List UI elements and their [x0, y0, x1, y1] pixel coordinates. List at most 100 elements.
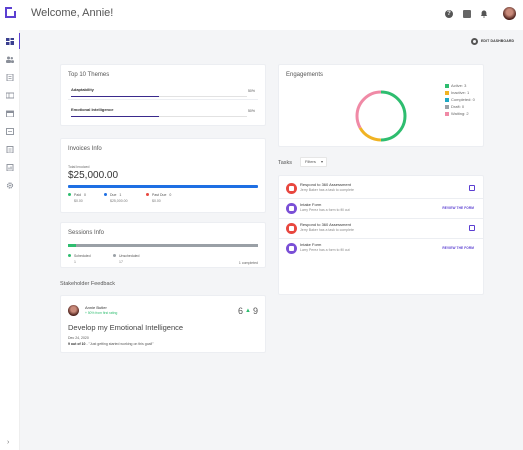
- stat-label: Scheduled: [74, 254, 91, 258]
- list-icon[interactable]: [6, 128, 14, 135]
- donut-segments: [355, 90, 407, 142]
- theme-name: Emotional Intelligence: [71, 107, 114, 112]
- sidebar-expand-button[interactable]: ›: [7, 439, 10, 446]
- stat-label: Unscheduled: [119, 254, 140, 258]
- logo[interactable]: [5, 6, 17, 18]
- feedback-card[interactable]: Annie Butler + 50% from first rating 6 ▲ 9…: [60, 295, 266, 353]
- report-icon[interactable]: [6, 164, 14, 171]
- score-from: 6: [238, 306, 244, 316]
- sessions-progress-bar: [68, 244, 258, 247]
- edit-dashboard-label: EDIT DASHBOARD: [481, 39, 515, 43]
- chevron-down-icon: ▾: [320, 159, 323, 164]
- top-bar: Welcome, Annie! ?: [0, 0, 523, 30]
- clipboard-icon[interactable]: [6, 146, 14, 153]
- status-dot: [146, 193, 149, 196]
- dashboard-icon[interactable]: [6, 38, 14, 45]
- stat-amount: $0.00: [152, 199, 161, 203]
- bell-icon[interactable]: [480, 10, 488, 18]
- task-title: Intake Form: [300, 202, 322, 207]
- tasks-card: Respond to 360 Assessment Jerry Baker ha…: [278, 175, 484, 295]
- quote-text: - "Just getting started working on this …: [86, 342, 154, 346]
- task-title: Intake Form: [300, 242, 322, 247]
- invoice-progress-bar: [68, 185, 258, 188]
- user-avatar[interactable]: [503, 7, 516, 20]
- legend-label: Draft: 0: [451, 104, 465, 109]
- theme-name: Adaptability: [71, 87, 94, 92]
- stat-count: 0: [83, 193, 86, 197]
- legend-label: Active: 3: [451, 83, 467, 88]
- theme-row: Emotional Intelligence 50%: [68, 107, 255, 117]
- stat-label: Past Due: [152, 193, 167, 197]
- feedback-section-title: Stakeholder Feedback: [60, 281, 116, 287]
- feedback-score: 6 ▲ 9: [238, 306, 258, 316]
- theme-progress-fill: [71, 96, 159, 97]
- sidebar-active-indicator: [19, 33, 20, 49]
- legend-item: Inactive: 1: [445, 91, 475, 98]
- id-card-icon[interactable]: [6, 92, 14, 99]
- task-subtitle: Larry Perez has a form to fill out: [300, 248, 350, 252]
- legend-item: Draft: 0: [445, 105, 475, 112]
- feedback-quote: 9 out of 10 - "Just getting started work…: [68, 342, 154, 346]
- form-icon: [286, 203, 297, 214]
- engagements-card: Engagements Active: 3 Inactive: 1 Comple…: [278, 64, 484, 147]
- status-dot: [68, 254, 71, 257]
- help-icon[interactable]: ?: [445, 10, 453, 18]
- task-checkbox[interactable]: [469, 225, 475, 231]
- people-icon[interactable]: [6, 56, 14, 63]
- sessions-title: Sessions Info: [68, 230, 105, 236]
- legend-item: Active: 3: [445, 84, 475, 91]
- engagements-title: Engagements: [286, 72, 324, 78]
- task-checkbox[interactable]: [469, 185, 475, 191]
- legend-swatch: [445, 84, 449, 88]
- gear-icon[interactable]: [6, 182, 14, 189]
- page-title: Welcome, Annie!: [31, 7, 114, 19]
- task-subtitle: Jerry Baker has a task to complete: [300, 228, 354, 232]
- invoices-title: Invoices Info: [68, 146, 102, 152]
- filters-label: Filters: [305, 159, 316, 164]
- total-invoiced-amount: $25,000.00: [68, 170, 119, 181]
- total-invoiced-label: Total Invoiced: [68, 165, 90, 169]
- calendar-icon[interactable]: [6, 110, 14, 117]
- legend-swatch: [445, 105, 449, 109]
- document-icon[interactable]: [6, 74, 14, 81]
- legend-label: Waiting: 2: [451, 111, 469, 116]
- task-item[interactable]: Respond to 360 Assessment Jerry Baker ha…: [279, 178, 483, 199]
- legend-swatch: [445, 91, 449, 95]
- review-form-link[interactable]: REVIEW THE FORM: [442, 206, 474, 210]
- score-to: 9: [252, 306, 258, 316]
- gear-icon: [471, 37, 478, 45]
- stat-value: 1: [74, 260, 76, 264]
- filters-dropdown[interactable]: Filters ▾: [300, 157, 327, 167]
- theme-percent: 50%: [247, 89, 255, 93]
- task-subtitle: Jerry Baker has a task to complete: [300, 188, 354, 192]
- edit-dashboard-button[interactable]: EDIT DASHBOARD: [471, 37, 514, 45]
- session-stat-unscheduled: Unscheduled 17: [113, 254, 139, 264]
- form-icon: [286, 243, 297, 254]
- stat-label: Due: [110, 193, 117, 197]
- review-form-link[interactable]: REVIEW THE FORM: [442, 246, 474, 250]
- invoice-stat-past-due: Past Due 0 $0.00: [146, 193, 171, 203]
- task-title: Respond to 360 Assessment: [300, 222, 351, 227]
- legend-label: Completed: 0: [451, 97, 475, 102]
- sidebar: ›: [0, 30, 20, 450]
- theme-divider: [68, 99, 258, 100]
- stat-count: 0: [169, 193, 172, 197]
- task-title: Respond to 360 Assessment: [300, 182, 351, 187]
- status-dot: [104, 193, 107, 196]
- legend-swatch: [445, 98, 449, 102]
- theme-percent: 50%: [247, 109, 255, 113]
- task-item[interactable]: Intake Form Larry Perez has a form to fi…: [279, 238, 483, 259]
- invoice-stat-due: Due 1 $25,000.00: [104, 193, 128, 203]
- theme-row: Adaptability 50%: [68, 87, 255, 97]
- sessions-card: Sessions Info Scheduled 1 Unscheduled 17…: [60, 222, 266, 268]
- legend-label: Inactive: 1: [451, 90, 470, 95]
- feedback-name: Annie Butler: [85, 305, 107, 310]
- engagements-legend: Active: 3 Inactive: 1 Completed: 0 Draft…: [445, 84, 475, 119]
- status-dot: [68, 193, 71, 196]
- task-item[interactable]: Intake Form Larry Perez has a form to fi…: [279, 198, 483, 219]
- sessions-completed: 1 completed: [238, 261, 258, 265]
- task-item[interactable]: Respond to 360 Assessment Jerry Baker ha…: [279, 218, 483, 239]
- avatar: [68, 305, 79, 316]
- score-text: 9 out of 10: [68, 342, 86, 346]
- chat-icon[interactable]: [463, 10, 471, 18]
